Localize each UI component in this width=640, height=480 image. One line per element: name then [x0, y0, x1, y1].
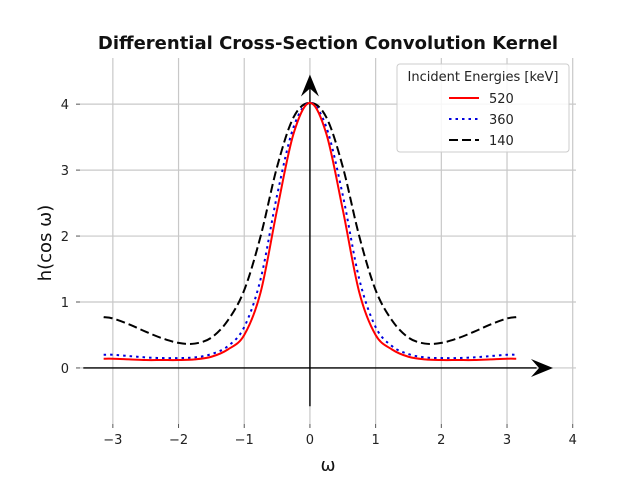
- x-tick-label: 3: [503, 433, 511, 448]
- y-tick-label: 1: [61, 296, 69, 311]
- legend-label-140: 140: [489, 134, 514, 149]
- series-line-140: [103, 101, 517, 345]
- x-tick-label: 4: [569, 433, 577, 448]
- series-line-360: [103, 101, 517, 360]
- x-axis-arrowhead: [531, 358, 554, 377]
- x-tick-label: −1: [235, 433, 254, 448]
- series-layer: [103, 101, 517, 362]
- x-tick-label: −2: [169, 433, 188, 448]
- legend-box: [396, 63, 570, 153]
- legend-label-520: 520: [489, 92, 514, 107]
- y-axis-arrowhead: [300, 74, 319, 97]
- chart-title: Differential Cross-Section Convolution K…: [98, 33, 558, 54]
- y-axis-label: h(cos ω): [35, 205, 56, 282]
- x-tick-label: −3: [103, 433, 122, 448]
- x-tick-label: 1: [371, 433, 379, 448]
- legend-label-360: 360: [489, 113, 514, 128]
- x-axis-label: ω: [320, 455, 335, 476]
- x-tick-label: 2: [437, 433, 445, 448]
- y-tick-label: 2: [61, 230, 69, 245]
- y-tick-label: 0: [61, 362, 69, 377]
- x-tick-label: 0: [306, 433, 314, 448]
- y-tick-label: 3: [61, 164, 69, 179]
- series-line-520: [103, 101, 517, 362]
- tick-labels: −3 −2 −1 0 1 2 3 4 0 1 2 3 4: [61, 98, 577, 448]
- legend: Incident Energies [keV] 520 360 140: [396, 63, 570, 153]
- axes: [83, 74, 554, 407]
- legend-title: Incident Energies [keV]: [408, 70, 559, 85]
- y-tick-label: 4: [61, 98, 69, 113]
